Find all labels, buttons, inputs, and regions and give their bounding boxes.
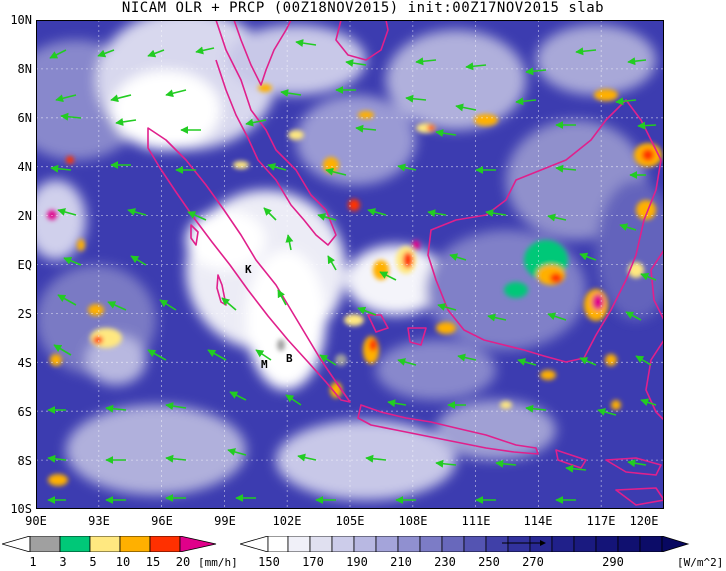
olr-colorbar	[240, 536, 690, 552]
precip-field	[47, 84, 662, 486]
olr-cb-label: 170	[302, 555, 324, 569]
precip-cb-label: 5	[89, 555, 97, 569]
lat-tick: 8N	[17, 62, 32, 76]
olr-cb-label: 230	[434, 555, 456, 569]
lon-tick: 105E	[335, 514, 365, 528]
map-title: NICAM OLR + PRCP (00Z18NOV2015) init:00Z…	[121, 0, 605, 16]
precip-unit: [mm/h]	[198, 556, 238, 569]
precip-cb-label: 20	[175, 555, 191, 569]
lon-tick: 120E	[629, 514, 659, 528]
lat-tick: 8S	[17, 454, 32, 468]
map-label-b: B	[286, 352, 293, 365]
lat-tick: EQ	[17, 258, 32, 272]
lon-tick: 96E	[151, 514, 173, 528]
map-label-k: K	[245, 263, 252, 276]
olr-cb-label: 290	[602, 555, 624, 569]
olr-precip-map: K M B	[36, 20, 664, 509]
lon-tick: 111E	[461, 514, 491, 528]
precip-cb-label: 15	[145, 555, 161, 569]
lon-tick: 117E	[586, 514, 616, 528]
lat-tick: 4N	[17, 160, 32, 174]
precip-cb-label: 3	[59, 555, 67, 569]
lon-tick: 93E	[88, 514, 110, 528]
precip-cb-label: 10	[115, 555, 131, 569]
olr-unit: [W/m^2]	[677, 556, 724, 569]
precip-colorbar	[2, 536, 217, 552]
lon-tick: 114E	[523, 514, 553, 528]
lat-tick: 10S	[10, 502, 32, 516]
lon-tick: 99E	[214, 514, 236, 528]
plot-frame	[36, 20, 664, 509]
lat-tick: 2N	[17, 209, 32, 223]
wind-vectors	[47, 39, 657, 504]
lat-tick: 6N	[17, 111, 32, 125]
lat-tick: 10N	[10, 13, 32, 27]
lat-tick: 4S	[17, 356, 32, 370]
lon-tick: 102E	[272, 514, 302, 528]
lat-tick: 2S	[17, 307, 32, 321]
olr-cb-label: 250	[478, 555, 500, 569]
lon-tick: 90E	[25, 514, 47, 528]
olr-cb-label: 210	[390, 555, 412, 569]
olr-cb-label: 270	[522, 555, 544, 569]
lat-tick: 6S	[17, 405, 32, 419]
lon-tick: 108E	[398, 514, 428, 528]
precip-cb-label: 1	[29, 555, 37, 569]
map-label-m: M	[261, 358, 268, 371]
coastlines	[147, 20, 664, 506]
olr-cb-label: 190	[346, 555, 368, 569]
olr-cb-label: 150	[258, 555, 280, 569]
